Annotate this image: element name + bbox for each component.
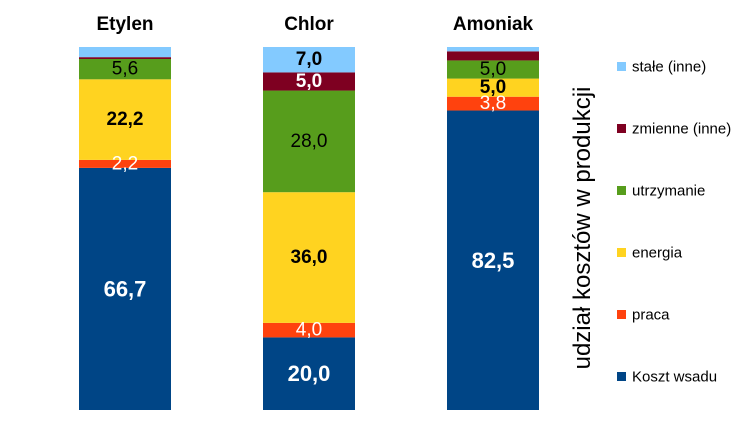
data-label-etylen-1: 2,2 — [112, 153, 138, 174]
legend-label-3: energia — [632, 245, 683, 262]
bar-chlor-3 — [263, 90, 355, 193]
data-label-etylen-2: 22,2 — [107, 109, 144, 130]
bar-amoniak-2 — [447, 78, 539, 97]
data-label-chlor-1: 4,0 — [296, 320, 322, 341]
bar-amoniak-1 — [447, 96, 539, 111]
legend-label-1: zmienne (inne) — [632, 121, 731, 138]
bar-etylen-4 — [79, 57, 171, 59]
legend-swatch-1 — [617, 124, 626, 133]
legend-swatch-0 — [617, 62, 626, 71]
legend: stałe (inne) zmienne (inne) utrzymanie ener… — [617, 59, 731, 386]
bar-amoniak-5 — [447, 47, 539, 52]
bar-chlor-2 — [263, 192, 355, 323]
bar-amoniak-3 — [447, 60, 539, 79]
bar-etylen-5 — [79, 47, 171, 58]
data-label-chlor-4: 5,0 — [296, 71, 322, 92]
legend-swatch-4 — [617, 310, 626, 319]
legend-swatch-3 — [617, 248, 626, 257]
data-label-chlor-5: 7,0 — [296, 49, 322, 70]
legend-label-0: stałe (inne) — [632, 59, 706, 76]
legend-swatch-5 — [617, 372, 626, 381]
segment-labels-layer: 66,72,222,25,620,04,036,028,05,07,082,53… — [104, 49, 515, 386]
data-label-chlor-2: 36,0 — [291, 247, 328, 268]
data-label-etylen-3: 5,6 — [112, 59, 138, 80]
category-titles-layer: Etylen Chlor Amoniak — [96, 14, 533, 35]
bar-amoniak-0 — [447, 110, 539, 411]
data-label-amoniak-2: 5,0 — [480, 77, 506, 98]
legend-label-4: praca — [632, 307, 670, 324]
bar-etylen-3 — [79, 58, 171, 80]
data-label-amoniak-3: 5,0 — [480, 59, 506, 80]
bar-chlor-4 — [263, 72, 355, 91]
bar-etylen-1 — [79, 159, 171, 168]
legend-swatch-2 — [617, 186, 626, 195]
data-label-etylen-0: 66,7 — [104, 276, 147, 301]
category-title-amoniak: Amoniak — [453, 14, 534, 35]
category-title-etylen: Etylen — [96, 14, 153, 35]
data-label-amoniak-0: 82,5 — [472, 248, 515, 273]
bar-chlor-0 — [263, 337, 355, 410]
bar-chlor-1 — [263, 322, 355, 338]
bar-etylen-0 — [79, 167, 171, 410]
data-label-chlor-0: 20,0 — [288, 361, 331, 386]
bar-etylen-2 — [79, 79, 171, 160]
data-label-chlor-3: 28,0 — [291, 131, 328, 152]
y-axis-label: udział kosztów w produkcji — [569, 87, 596, 370]
data-label-amoniak-1: 3,8 — [480, 93, 506, 114]
bars-layer — [79, 47, 539, 411]
bar-chlor-5 — [263, 47, 355, 73]
legend-label-5: Koszt wsadu — [632, 369, 717, 386]
category-title-chlor: Chlor — [284, 14, 334, 35]
bar-amoniak-4 — [447, 51, 539, 61]
legend-label-2: utrzymanie — [632, 183, 705, 200]
